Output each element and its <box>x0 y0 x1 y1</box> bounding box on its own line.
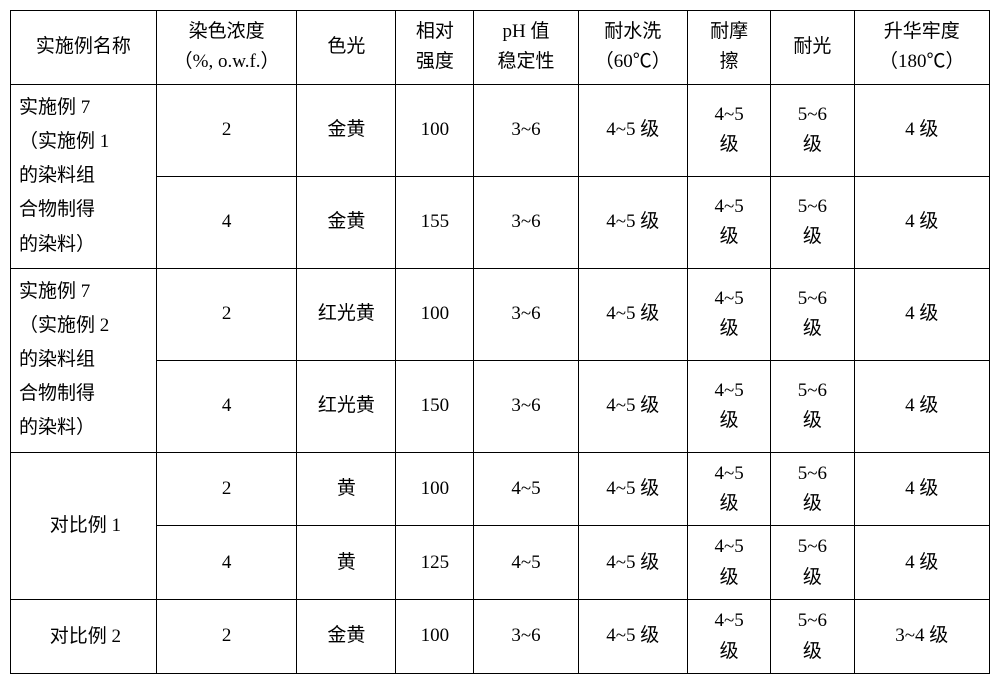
cell-shade: 红光黄 <box>297 360 396 452</box>
header-strength: 相对 强度 <box>396 11 474 85</box>
cell-light: 5~6级 <box>771 526 854 600</box>
cell-light: 5~6级 <box>771 84 854 176</box>
header-wash-line1: 耐水洗 <box>604 21 661 42</box>
table-row: 对比例 22金黄1003~64~5 级4~5级5~6级3~4 级 <box>11 600 990 674</box>
cell-light: 5~6级 <box>771 176 854 268</box>
dye-test-table: 实施例名称 染色浓度 （%, o.w.f.） 色光 相对 强度 pH 值 稳定性… <box>10 10 990 674</box>
cell-concentration: 4 <box>156 526 297 600</box>
cell-strength: 150 <box>396 360 474 452</box>
cell-ph: 3~6 <box>474 176 578 268</box>
header-conc-line1: 染色浓度 <box>189 21 265 42</box>
table-row: 4黄1254~54~5 级4~5级5~6级4 级 <box>11 526 990 600</box>
cell-wash: 4~5 级 <box>578 268 687 360</box>
header-ph: pH 值 稳定性 <box>474 11 578 85</box>
cell-sublimation: 4 级 <box>854 84 989 176</box>
table-body: 实施例 7（实施例 1的染料组合物制得的染料）2金黄1003~64~5 级4~5… <box>11 84 990 673</box>
cell-name-group-2: 对比例 1 <box>11 452 157 600</box>
cell-ph: 3~6 <box>474 84 578 176</box>
cell-wash: 4~5 级 <box>578 526 687 600</box>
cell-wash: 4~5 级 <box>578 84 687 176</box>
cell-sublimation: 4 级 <box>854 526 989 600</box>
cell-concentration: 2 <box>156 452 297 526</box>
cell-light: 5~6级 <box>771 600 854 674</box>
cell-sublimation: 4 级 <box>854 176 989 268</box>
header-strength-line1: 相对 <box>416 21 454 42</box>
header-wash-line2: （60℃） <box>595 51 671 72</box>
cell-name-group-1: 实施例 7（实施例 2的染料组合物制得的染料） <box>11 268 157 452</box>
table-row: 实施例 7（实施例 1的染料组合物制得的染料）2金黄1003~64~5 级4~5… <box>11 84 990 176</box>
cell-strength: 125 <box>396 526 474 600</box>
cell-wash: 4~5 级 <box>578 452 687 526</box>
header-strength-line2: 强度 <box>416 51 454 72</box>
header-ph-line2: 稳定性 <box>498 51 555 72</box>
cell-rub: 4~5级 <box>687 452 770 526</box>
table-row: 实施例 7（实施例 2的染料组合物制得的染料）2红光黄1003~64~5 级4~… <box>11 268 990 360</box>
cell-shade: 红光黄 <box>297 268 396 360</box>
header-wash: 耐水洗 （60℃） <box>578 11 687 85</box>
cell-concentration: 2 <box>156 84 297 176</box>
cell-shade: 黄 <box>297 526 396 600</box>
cell-concentration: 4 <box>156 176 297 268</box>
cell-ph: 3~6 <box>474 600 578 674</box>
header-conc-line2: （%, o.w.f.） <box>174 51 280 72</box>
cell-rub: 4~5级 <box>687 84 770 176</box>
header-rub-line1: 耐摩 <box>710 21 748 42</box>
cell-wash: 4~5 级 <box>578 176 687 268</box>
cell-sublimation: 3~4 级 <box>854 600 989 674</box>
cell-wash: 4~5 级 <box>578 600 687 674</box>
header-rub-line2: 擦 <box>720 51 739 72</box>
header-name: 实施例名称 <box>11 11 157 85</box>
cell-rub: 4~5级 <box>687 176 770 268</box>
cell-ph: 4~5 <box>474 526 578 600</box>
cell-sublimation: 4 级 <box>854 360 989 452</box>
header-sublimation: 升华牢度 （180℃） <box>854 11 989 85</box>
header-shade: 色光 <box>297 11 396 85</box>
header-sub-line2: （180℃） <box>879 51 965 72</box>
cell-strength: 100 <box>396 452 474 526</box>
header-sub-line1: 升华牢度 <box>884 21 960 42</box>
cell-strength: 155 <box>396 176 474 268</box>
table-row: 4红光黄1503~64~5 级4~5级5~6级4 级 <box>11 360 990 452</box>
header-light: 耐光 <box>771 11 854 85</box>
cell-shade: 金黄 <box>297 600 396 674</box>
cell-shade: 金黄 <box>297 176 396 268</box>
cell-ph: 3~6 <box>474 360 578 452</box>
cell-name-group-3: 对比例 2 <box>11 600 157 674</box>
cell-strength: 100 <box>396 84 474 176</box>
cell-wash: 4~5 级 <box>578 360 687 452</box>
cell-strength: 100 <box>396 268 474 360</box>
table-row: 对比例 12黄1004~54~5 级4~5级5~6级4 级 <box>11 452 990 526</box>
cell-light: 5~6级 <box>771 360 854 452</box>
cell-light: 5~6级 <box>771 452 854 526</box>
header-rub: 耐摩 擦 <box>687 11 770 85</box>
cell-ph: 4~5 <box>474 452 578 526</box>
cell-rub: 4~5级 <box>687 268 770 360</box>
header-ph-line1: pH 值 <box>503 21 550 42</box>
cell-sublimation: 4 级 <box>854 452 989 526</box>
cell-rub: 4~5级 <box>687 526 770 600</box>
cell-ph: 3~6 <box>474 268 578 360</box>
cell-sublimation: 4 级 <box>854 268 989 360</box>
cell-name-group-0: 实施例 7（实施例 1的染料组合物制得的染料） <box>11 84 157 268</box>
cell-strength: 100 <box>396 600 474 674</box>
header-concentration: 染色浓度 （%, o.w.f.） <box>156 11 297 85</box>
cell-concentration: 4 <box>156 360 297 452</box>
cell-concentration: 2 <box>156 600 297 674</box>
cell-shade: 金黄 <box>297 84 396 176</box>
cell-light: 5~6级 <box>771 268 854 360</box>
cell-rub: 4~5级 <box>687 360 770 452</box>
header-row: 实施例名称 染色浓度 （%, o.w.f.） 色光 相对 强度 pH 值 稳定性… <box>11 11 990 85</box>
cell-rub: 4~5级 <box>687 600 770 674</box>
cell-concentration: 2 <box>156 268 297 360</box>
table-row: 4金黄1553~64~5 级4~5级5~6级4 级 <box>11 176 990 268</box>
cell-shade: 黄 <box>297 452 396 526</box>
